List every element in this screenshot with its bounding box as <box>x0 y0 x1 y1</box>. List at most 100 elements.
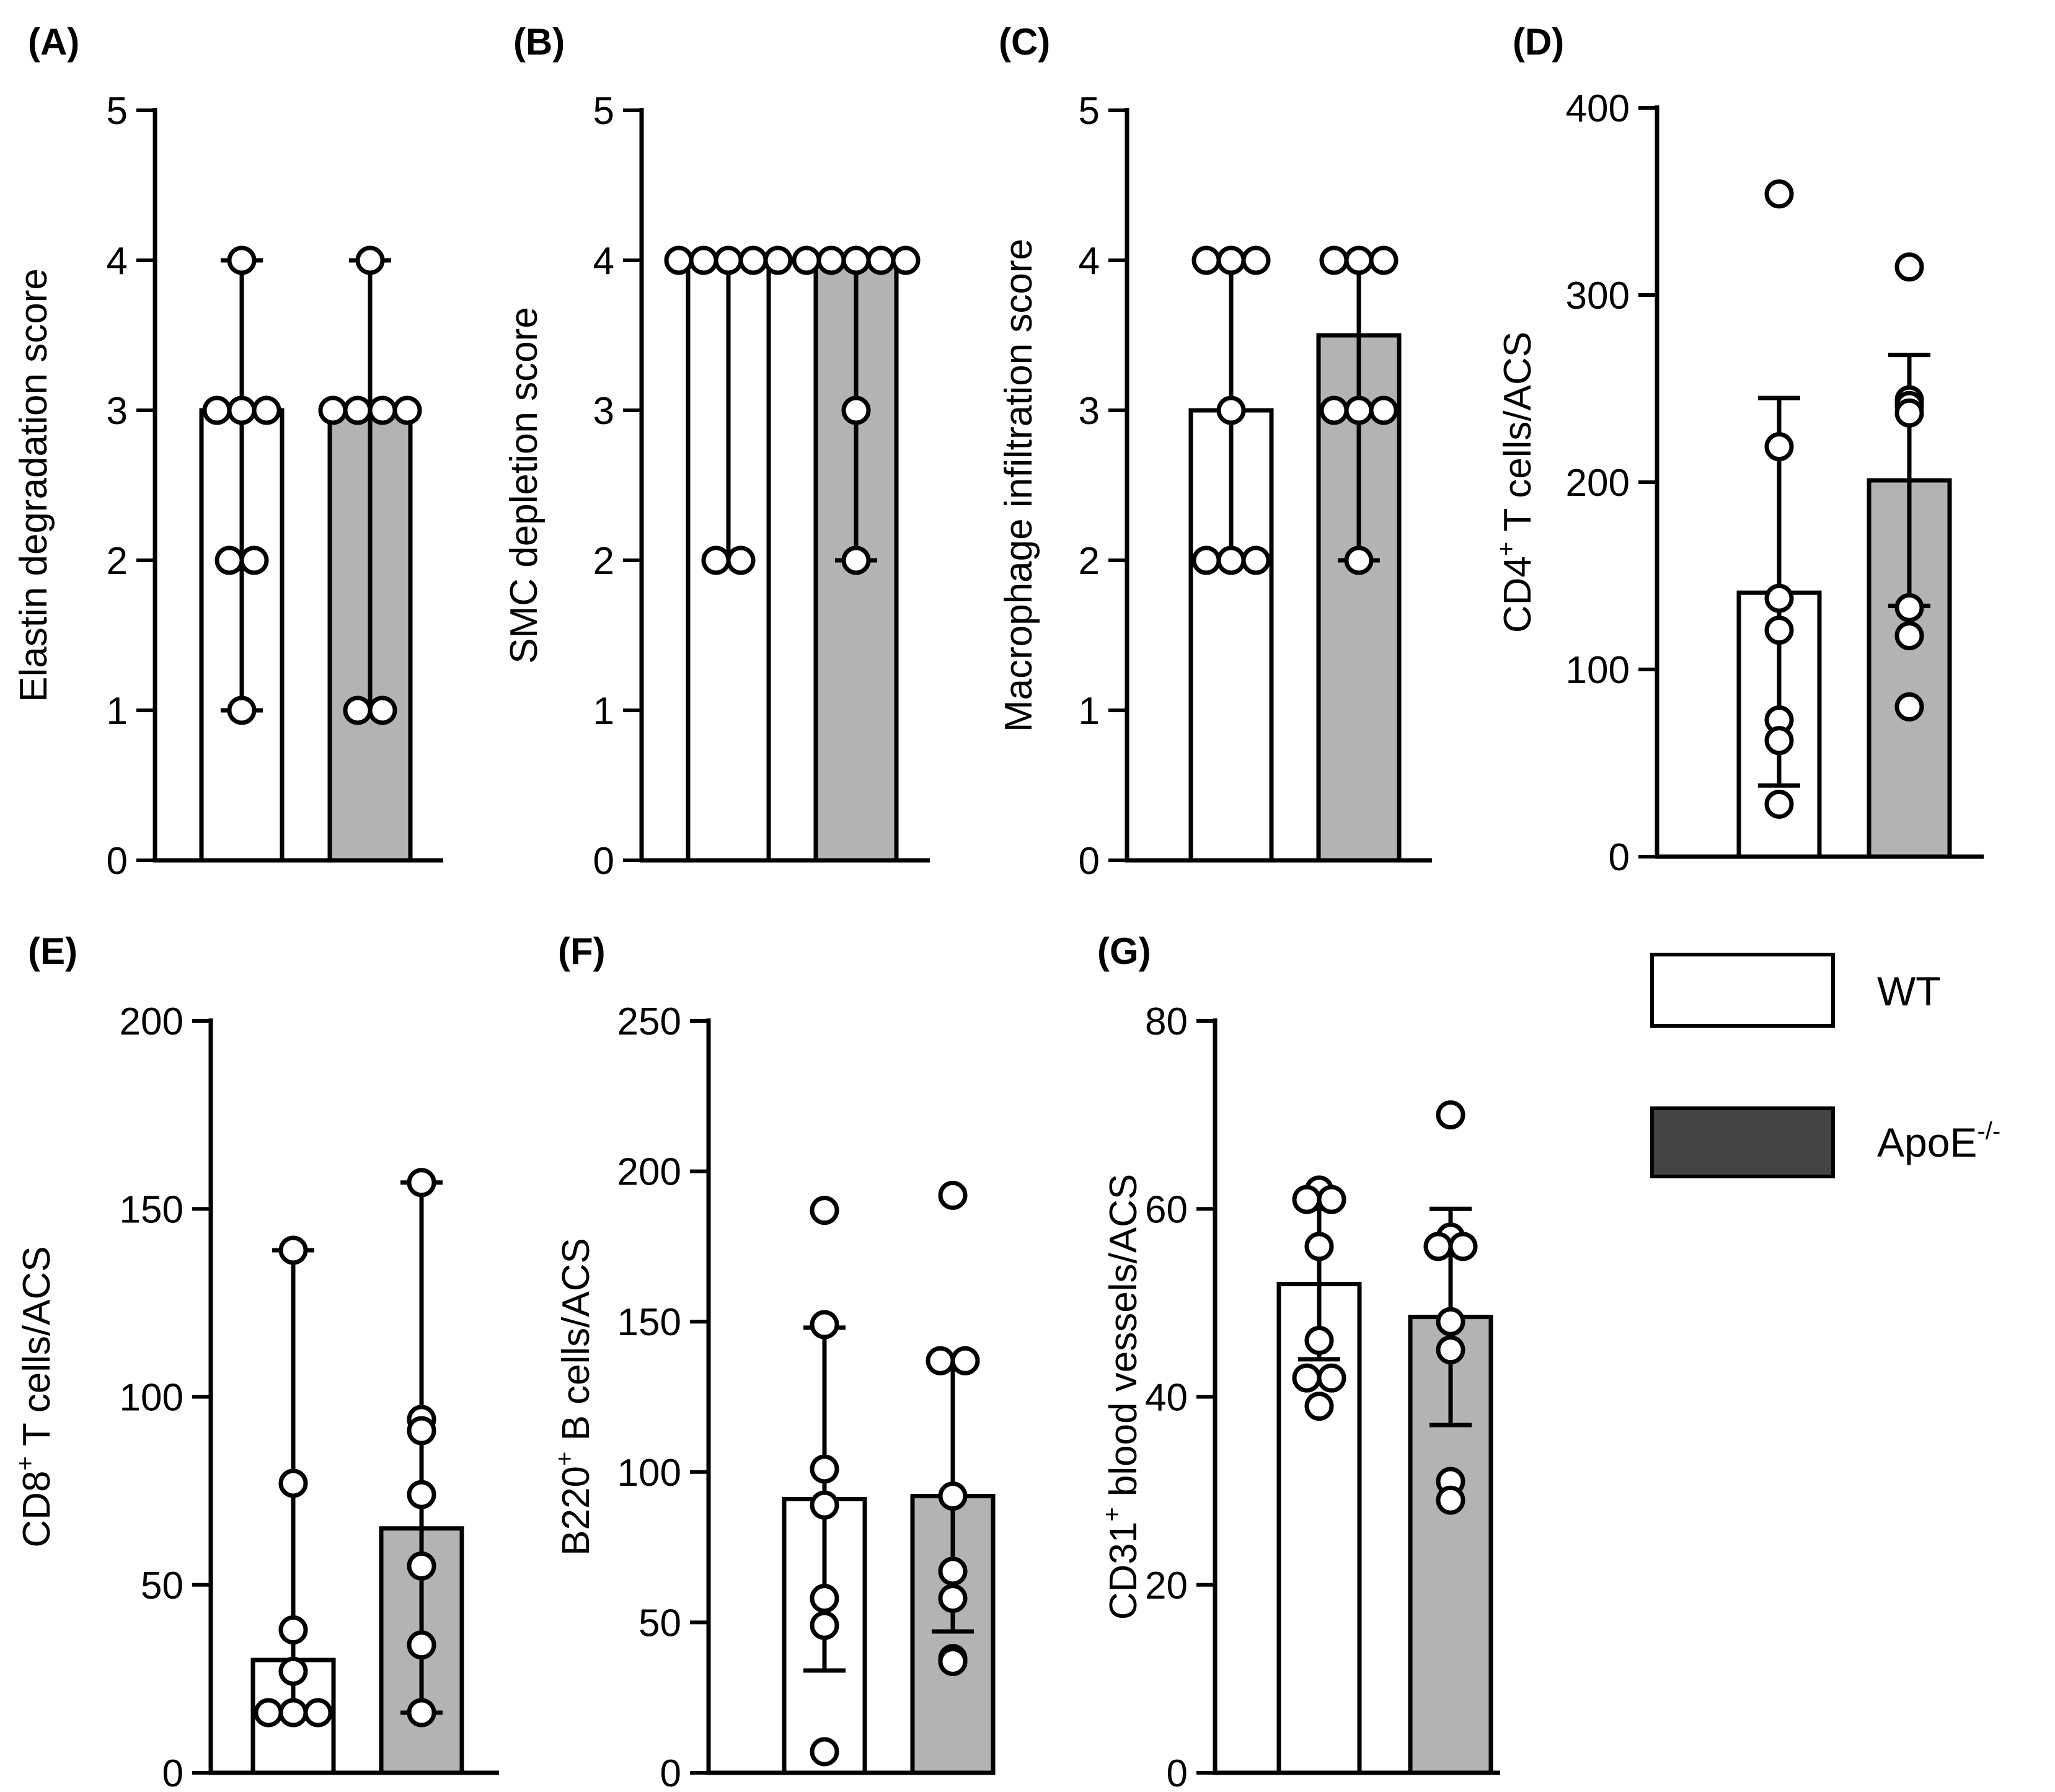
y-axis-title-text: CD4 <box>1496 556 1539 633</box>
data-point <box>407 1480 436 1509</box>
data-point <box>1216 395 1246 425</box>
y-tick-label: 150 <box>617 1301 681 1344</box>
y-tick-label: 0 <box>660 1752 681 1792</box>
data-point <box>792 245 821 275</box>
y-tick-label: 150 <box>120 1188 183 1231</box>
data-point <box>938 1481 968 1511</box>
data-point <box>252 395 281 425</box>
y-tick-label: 0 <box>1609 836 1630 879</box>
panel-letter: (B) <box>513 21 565 63</box>
y-axis-title: Macrophage infiltration score <box>997 239 1040 732</box>
data-point <box>1436 1307 1465 1336</box>
y-axis-title: CD31+ blood vessels/ACS <box>1098 1174 1145 1620</box>
chart-panel: (F) 0 50 100 150 200 250 B220+ B cells/ACS <box>551 930 996 1792</box>
data-point <box>1317 1363 1346 1393</box>
y-axis-title: Elastin degradation score <box>12 268 55 702</box>
panel-letter: (E) <box>28 930 77 972</box>
data-point <box>1764 726 1794 756</box>
panel-letter: (F) <box>558 930 606 972</box>
data-point <box>926 1346 955 1375</box>
data-point <box>407 1698 436 1728</box>
data-point <box>303 1698 333 1728</box>
y-tick-label: 2 <box>107 540 128 583</box>
data-point <box>1304 1326 1334 1356</box>
data-point <box>810 1310 839 1340</box>
data-point <box>1304 1232 1334 1261</box>
chart-panel: (G) 0 20 40 60 80 CD31+ blood vessels/ACS <box>1097 930 1500 1792</box>
y-tick-label: 50 <box>141 1565 183 1607</box>
data-point <box>810 1584 839 1613</box>
panel-letter: (D) <box>1513 21 1564 63</box>
panel-letter: (G) <box>1097 930 1151 972</box>
y-tick-label: 200 <box>1566 462 1630 505</box>
y-tick-label: 50 <box>639 1602 681 1644</box>
data-point <box>278 1698 308 1728</box>
legend-label-text: WT <box>1877 968 1941 1014</box>
y-tick-label: 3 <box>1079 390 1100 433</box>
data-point <box>1216 545 1246 575</box>
data-point <box>214 545 244 575</box>
legend-label: ApoE-/- <box>1877 1118 2000 1165</box>
data-point <box>1304 1392 1334 1421</box>
data-point <box>355 245 385 275</box>
data-point <box>392 395 422 425</box>
data-point <box>1436 1485 1465 1515</box>
y-axis-title-text: T cells/ACS <box>1496 332 1539 542</box>
legend-swatch <box>1650 953 1835 1028</box>
y-tick-label: 5 <box>107 90 128 133</box>
y-tick-label: 100 <box>120 1377 183 1419</box>
data-point <box>1292 1363 1322 1393</box>
data-point <box>841 245 871 275</box>
data-point <box>1292 1185 1322 1214</box>
data-point <box>254 1698 283 1728</box>
data-point <box>938 1646 968 1676</box>
data-point <box>714 245 743 275</box>
data-point <box>227 395 257 425</box>
data-point <box>407 1168 436 1198</box>
data-point <box>227 245 257 275</box>
data-point <box>239 545 269 575</box>
y-axis-title: B220+ B cells/ACS <box>551 1238 598 1556</box>
y-tick-label: 250 <box>617 1000 681 1043</box>
y-tick-label: 100 <box>1566 649 1630 692</box>
data-point <box>938 1556 968 1586</box>
data-point <box>278 1615 308 1645</box>
y-tick-label: 200 <box>617 1151 681 1194</box>
data-point <box>407 1551 436 1581</box>
data-point <box>810 1610 839 1640</box>
y-tick-label: 4 <box>107 240 128 283</box>
data-point <box>1423 1232 1453 1261</box>
data-point <box>318 395 348 425</box>
data-point <box>810 1454 839 1484</box>
data-point <box>1764 789 1794 819</box>
data-point <box>1241 245 1271 275</box>
data-point <box>1436 1100 1465 1130</box>
data-point <box>1764 432 1794 462</box>
data-point <box>810 1490 839 1520</box>
y-tick-label: 2 <box>593 540 614 583</box>
y-tick-label: 2 <box>1079 540 1100 583</box>
y-tick-label: 20 <box>1145 1565 1188 1607</box>
chart-panel: (D) 0 100 200 300 400 CD4+ T cells/ACS <box>1493 21 1984 879</box>
data-point <box>1764 616 1794 645</box>
data-point <box>938 1584 968 1613</box>
y-tick-label: 80 <box>1145 1000 1188 1043</box>
data-point <box>1216 245 1246 275</box>
data-point <box>278 1468 308 1498</box>
y-tick-label: 0 <box>1167 1752 1188 1792</box>
y-tick-label: 5 <box>593 90 614 133</box>
y-axis-title-text: B220 <box>555 1466 598 1556</box>
data-point <box>763 245 793 275</box>
data-point <box>1241 545 1271 575</box>
data-point <box>343 395 373 425</box>
legend: WT ApoE-/- <box>1650 953 2000 1178</box>
y-tick-label: 4 <box>1079 240 1100 283</box>
data-point <box>227 695 257 725</box>
data-point <box>1894 398 1924 428</box>
y-tick-label: 4 <box>593 240 614 283</box>
y-axis-title-text: CD31 <box>1102 1522 1145 1620</box>
data-point <box>701 545 731 575</box>
data-point <box>1319 395 1349 425</box>
y-tick-label: 60 <box>1145 1188 1188 1231</box>
